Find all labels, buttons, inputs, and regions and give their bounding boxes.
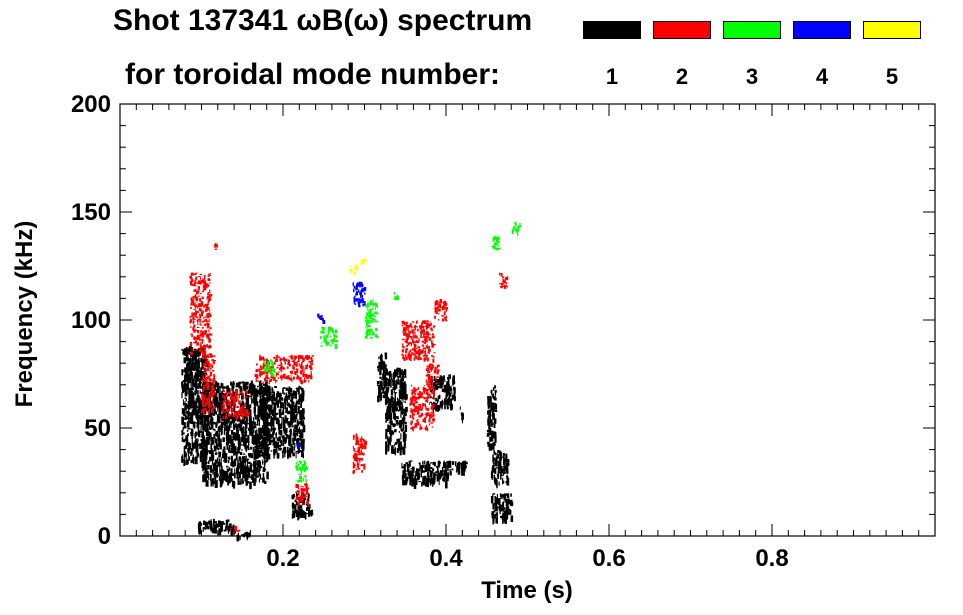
y-tick-label: 150 xyxy=(71,199,111,226)
chart-title-line1: Shot 137341 ωB(ω) spectrum xyxy=(113,4,533,37)
mode-1-region xyxy=(451,460,468,476)
mode-3-region xyxy=(295,460,309,483)
mode-1-region xyxy=(197,518,237,536)
legend-swatch-2 xyxy=(653,21,711,39)
mode-2-region xyxy=(425,363,440,388)
mode-3-region xyxy=(364,299,379,339)
mode-1-region xyxy=(258,385,306,460)
x-tick-label: 0.2 xyxy=(266,545,299,572)
x-tick-label: 0.6 xyxy=(592,545,625,572)
legend-swatch-3 xyxy=(723,21,781,39)
legend-label-4: 4 xyxy=(815,64,829,89)
mode-1-region xyxy=(376,352,388,403)
mode-1-region xyxy=(490,493,514,525)
axes: 0 50 100 150 200 0.2 0.4 0.6 0.8 xyxy=(71,91,936,572)
y-axis-label: Frequency (kHz) xyxy=(11,221,38,408)
chart-title-line2: for toroidal mode number: xyxy=(125,58,500,91)
x-tick-label: 0.4 xyxy=(429,545,463,572)
mode-2-region xyxy=(189,272,213,356)
mode-3-region xyxy=(393,291,400,301)
legend-label-3: 3 xyxy=(745,64,759,89)
mode-5-region xyxy=(360,258,367,265)
y-tick-label: 50 xyxy=(84,415,111,442)
mode-3-region xyxy=(491,235,501,251)
mode-3-region xyxy=(511,221,522,237)
x-axis-label: Time (s) xyxy=(481,577,573,604)
legend-swatch-4 xyxy=(793,21,851,39)
legend-label-1: 1 xyxy=(605,64,619,89)
spectrum-data xyxy=(181,221,522,542)
mode-2-region xyxy=(409,384,436,432)
mode-2-region xyxy=(295,482,310,507)
mode-2-region xyxy=(213,242,219,250)
mode-3-region xyxy=(263,359,276,377)
y-tick-label: 0 xyxy=(98,523,111,550)
legend-swatch-5 xyxy=(863,21,921,39)
mode-4-region xyxy=(352,281,367,308)
mode-2-region xyxy=(499,272,509,289)
mode-1-region xyxy=(490,449,510,489)
mode-1-region xyxy=(459,406,464,424)
mode-2-region xyxy=(352,433,367,475)
y-tick-label: 200 xyxy=(71,91,111,118)
mode-4-region xyxy=(317,313,326,324)
mode-2-region xyxy=(222,389,249,420)
mode-4-region xyxy=(296,443,301,449)
mode-1-region xyxy=(486,385,498,451)
legend-label-2: 2 xyxy=(675,64,689,89)
mode-5-region xyxy=(348,264,359,276)
x-tick-label: 0.8 xyxy=(755,545,788,572)
legend-label-5: 5 xyxy=(885,64,899,89)
mode-2-region xyxy=(434,299,449,322)
mode-1-region xyxy=(384,367,408,456)
mode-3-region xyxy=(320,326,339,349)
legend-swatch-1 xyxy=(583,21,641,39)
y-tick-label: 100 xyxy=(71,307,111,334)
mode-2-region xyxy=(401,320,436,363)
mode-1-region xyxy=(401,460,452,489)
mode-2-region xyxy=(201,352,216,414)
